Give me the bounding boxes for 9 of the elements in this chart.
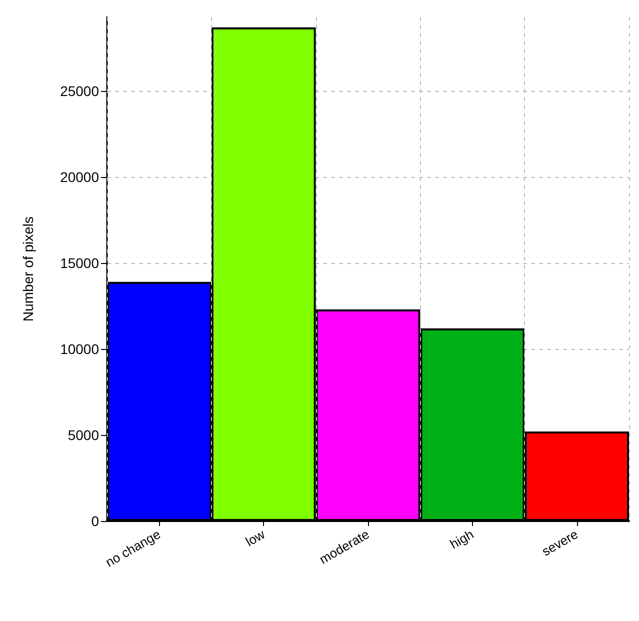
y-tick-label: 0 (91, 513, 100, 529)
y-tick-label: 15000 (60, 254, 100, 271)
y-axis-title: Number of pixels (20, 216, 36, 322)
y-tick-label: 10000 (60, 340, 100, 357)
x-tick-label: high (447, 526, 476, 552)
y-tick-label: 5000 (68, 426, 100, 443)
y-tick-label: 25000 (60, 82, 100, 99)
y-tick-label: 20000 (60, 168, 100, 185)
x-tick-label: low (242, 526, 268, 550)
